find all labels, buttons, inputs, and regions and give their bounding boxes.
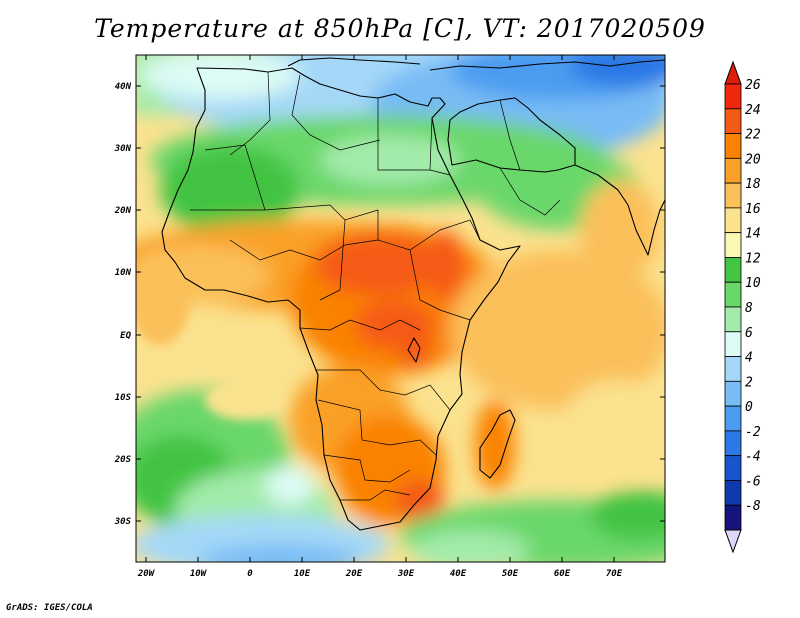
colorbar-swatch (724, 504, 742, 531)
colorbar-label: 20 (745, 152, 761, 167)
colorbar-label: 16 (745, 202, 761, 217)
colorbar-bottom-triangle (724, 529, 742, 554)
lat-label: 30S (114, 517, 132, 527)
lon-label: 10W (190, 569, 208, 579)
colorbar-swatch (724, 405, 742, 432)
colorbar-label: 24 (745, 103, 761, 118)
colorbar-label: 0 (745, 400, 753, 415)
colorbar-swatch (724, 257, 742, 283)
colorbar-label: 14 (745, 227, 761, 242)
lon-label: 30E (397, 569, 415, 579)
chart-title: Temperature at 850hPa [C], VT: 201702050… (94, 14, 706, 43)
map-frame (135, 54, 666, 563)
colorbar-label: 18 (745, 177, 761, 192)
colorbar-swatch (724, 232, 742, 258)
colorbar-label: -2 (745, 425, 761, 440)
colorbar-label: 2 (745, 375, 753, 390)
lon-label: 10E (294, 569, 311, 579)
colorbar-swatch (724, 157, 742, 184)
colorbar-swatch (724, 133, 742, 159)
lon-label: 60E (554, 569, 571, 579)
colorbar-swatch (724, 380, 742, 407)
coastline (161, 57, 665, 531)
colorbar-swatch (724, 182, 742, 209)
colorbar-top-triangle (724, 60, 742, 85)
colorbar-swatch (724, 331, 742, 357)
colorbar-label: -6 (745, 474, 761, 489)
latitude-labels: 40N 30N 20N 10N EQ 10S 20S 30S (114, 82, 665, 527)
colorbar-swatch (724, 281, 742, 308)
colorbar-label: -8 (745, 499, 761, 514)
colorbar-label: 8 (745, 301, 753, 316)
lat-label: 20S (114, 455, 132, 465)
lon-label: 0 (247, 569, 253, 579)
colorbar-swatch (724, 207, 742, 234)
lat-label: 40N (115, 82, 132, 92)
colorbar-swatch (724, 430, 742, 457)
lon-label: 50E (502, 569, 519, 579)
credit-text: GrADS: IGES/COLA (6, 603, 93, 613)
colorbar-label: 4 (745, 351, 753, 366)
lon-label: 20W (137, 569, 156, 579)
colorbar-label: 6 (745, 326, 753, 341)
lon-label: 40E (450, 569, 467, 579)
colorbar-label: -4 (745, 450, 761, 465)
colorbar-swatch (724, 108, 742, 134)
country-borders (190, 71, 561, 501)
colorbar-swatch (724, 480, 742, 506)
colorbar-label: 26 (745, 78, 761, 93)
colorbar-label: 12 (745, 251, 761, 266)
colorbar-label: 10 (745, 276, 761, 291)
colorbar-label: 22 (745, 128, 761, 143)
lat-label: 30N (114, 144, 132, 154)
colorbar-swatch (724, 306, 742, 333)
lat-label: EQ (120, 331, 131, 341)
colorbar-swatch (724, 356, 742, 382)
colorbar-swatch (724, 455, 742, 481)
lat-label: 10S (115, 393, 132, 403)
lon-label: 70E (606, 569, 623, 579)
lon-label: 20E (345, 569, 363, 579)
lat-label: 10N (115, 268, 132, 278)
longitude-labels: 20W 10W 0 10E 20E 30E 40E 50E 60E 70E (137, 55, 623, 579)
lat-label: 20N (114, 206, 132, 216)
colorbar-swatch (724, 83, 742, 110)
